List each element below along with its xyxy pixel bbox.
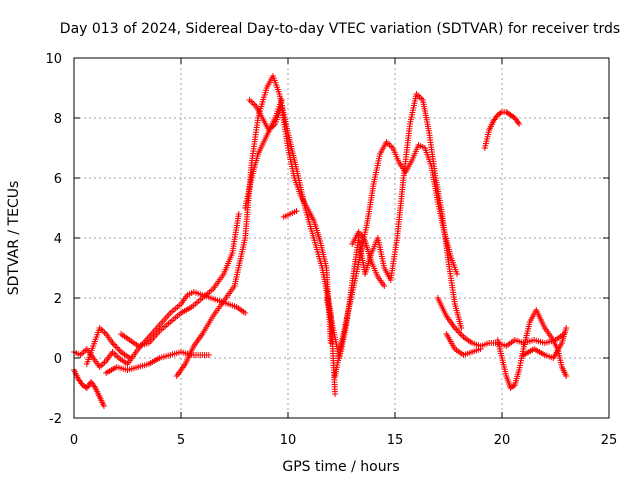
y-tick-label: 10 [45, 52, 62, 67]
data-point [563, 373, 570, 379]
data-point [563, 325, 570, 331]
x-tick-label: 15 [387, 433, 404, 448]
x-tick-label: 0 [70, 433, 78, 448]
data-point [235, 211, 242, 217]
data-markers [71, 73, 570, 409]
series-track-i [280, 208, 300, 220]
x-tick-label: 10 [280, 433, 297, 448]
data-point [205, 352, 212, 358]
data-point [327, 340, 334, 346]
series-track-k [323, 91, 465, 361]
series-track-e [118, 211, 242, 349]
series-track-o [481, 109, 523, 151]
x-tick-label: 25 [601, 433, 618, 448]
x-tick-label: 5 [177, 433, 185, 448]
series-track-l [349, 229, 388, 289]
data-point [112, 343, 119, 349]
data-point [113, 344, 120, 351]
series-track-b [71, 367, 107, 409]
series-track-f [173, 73, 339, 397]
series-track-h [242, 97, 285, 211]
series-track-d [103, 349, 212, 376]
data-point [453, 326, 460, 333]
data-point [510, 383, 517, 389]
data-point [100, 403, 107, 409]
data-point [126, 355, 133, 361]
series-track-c [83, 325, 133, 367]
data-point [110, 341, 117, 348]
y-axis-label: SDTVAR / TECUs [6, 181, 22, 296]
y-tick-label: 4 [54, 232, 62, 247]
data-point [381, 283, 388, 289]
data-point [454, 271, 461, 277]
data-point [516, 121, 523, 127]
series-track-g [246, 97, 334, 346]
y-tick-label: 8 [54, 112, 62, 127]
data-point [459, 332, 466, 339]
data-point [497, 110, 504, 116]
x-tick-label: 20 [494, 433, 511, 448]
series-track-a [71, 289, 249, 370]
x-axis-label: GPS time / hours [282, 459, 399, 475]
data-point [293, 208, 300, 214]
data-point [458, 325, 465, 331]
y-tick-label: -2 [49, 412, 62, 427]
data-point [242, 310, 249, 316]
axis-ticks: 0 5 10 15 20 25 -2 0 2 4 6 8 10 [45, 52, 617, 448]
data-point [457, 331, 464, 337]
series-track-q [520, 325, 570, 361]
data-point [116, 347, 123, 354]
data-point [278, 97, 285, 103]
y-tick-label: 6 [54, 172, 62, 187]
y-tick-label: 0 [54, 352, 62, 367]
data-point [454, 328, 461, 334]
chart-title: Day 013 of 2024, Sidereal Day-to-day VTE… [60, 21, 620, 37]
data-point [477, 346, 484, 352]
y-tick-label: 2 [54, 292, 62, 307]
series-track-n [443, 331, 484, 358]
data-point [115, 346, 122, 352]
data-point [332, 391, 339, 397]
